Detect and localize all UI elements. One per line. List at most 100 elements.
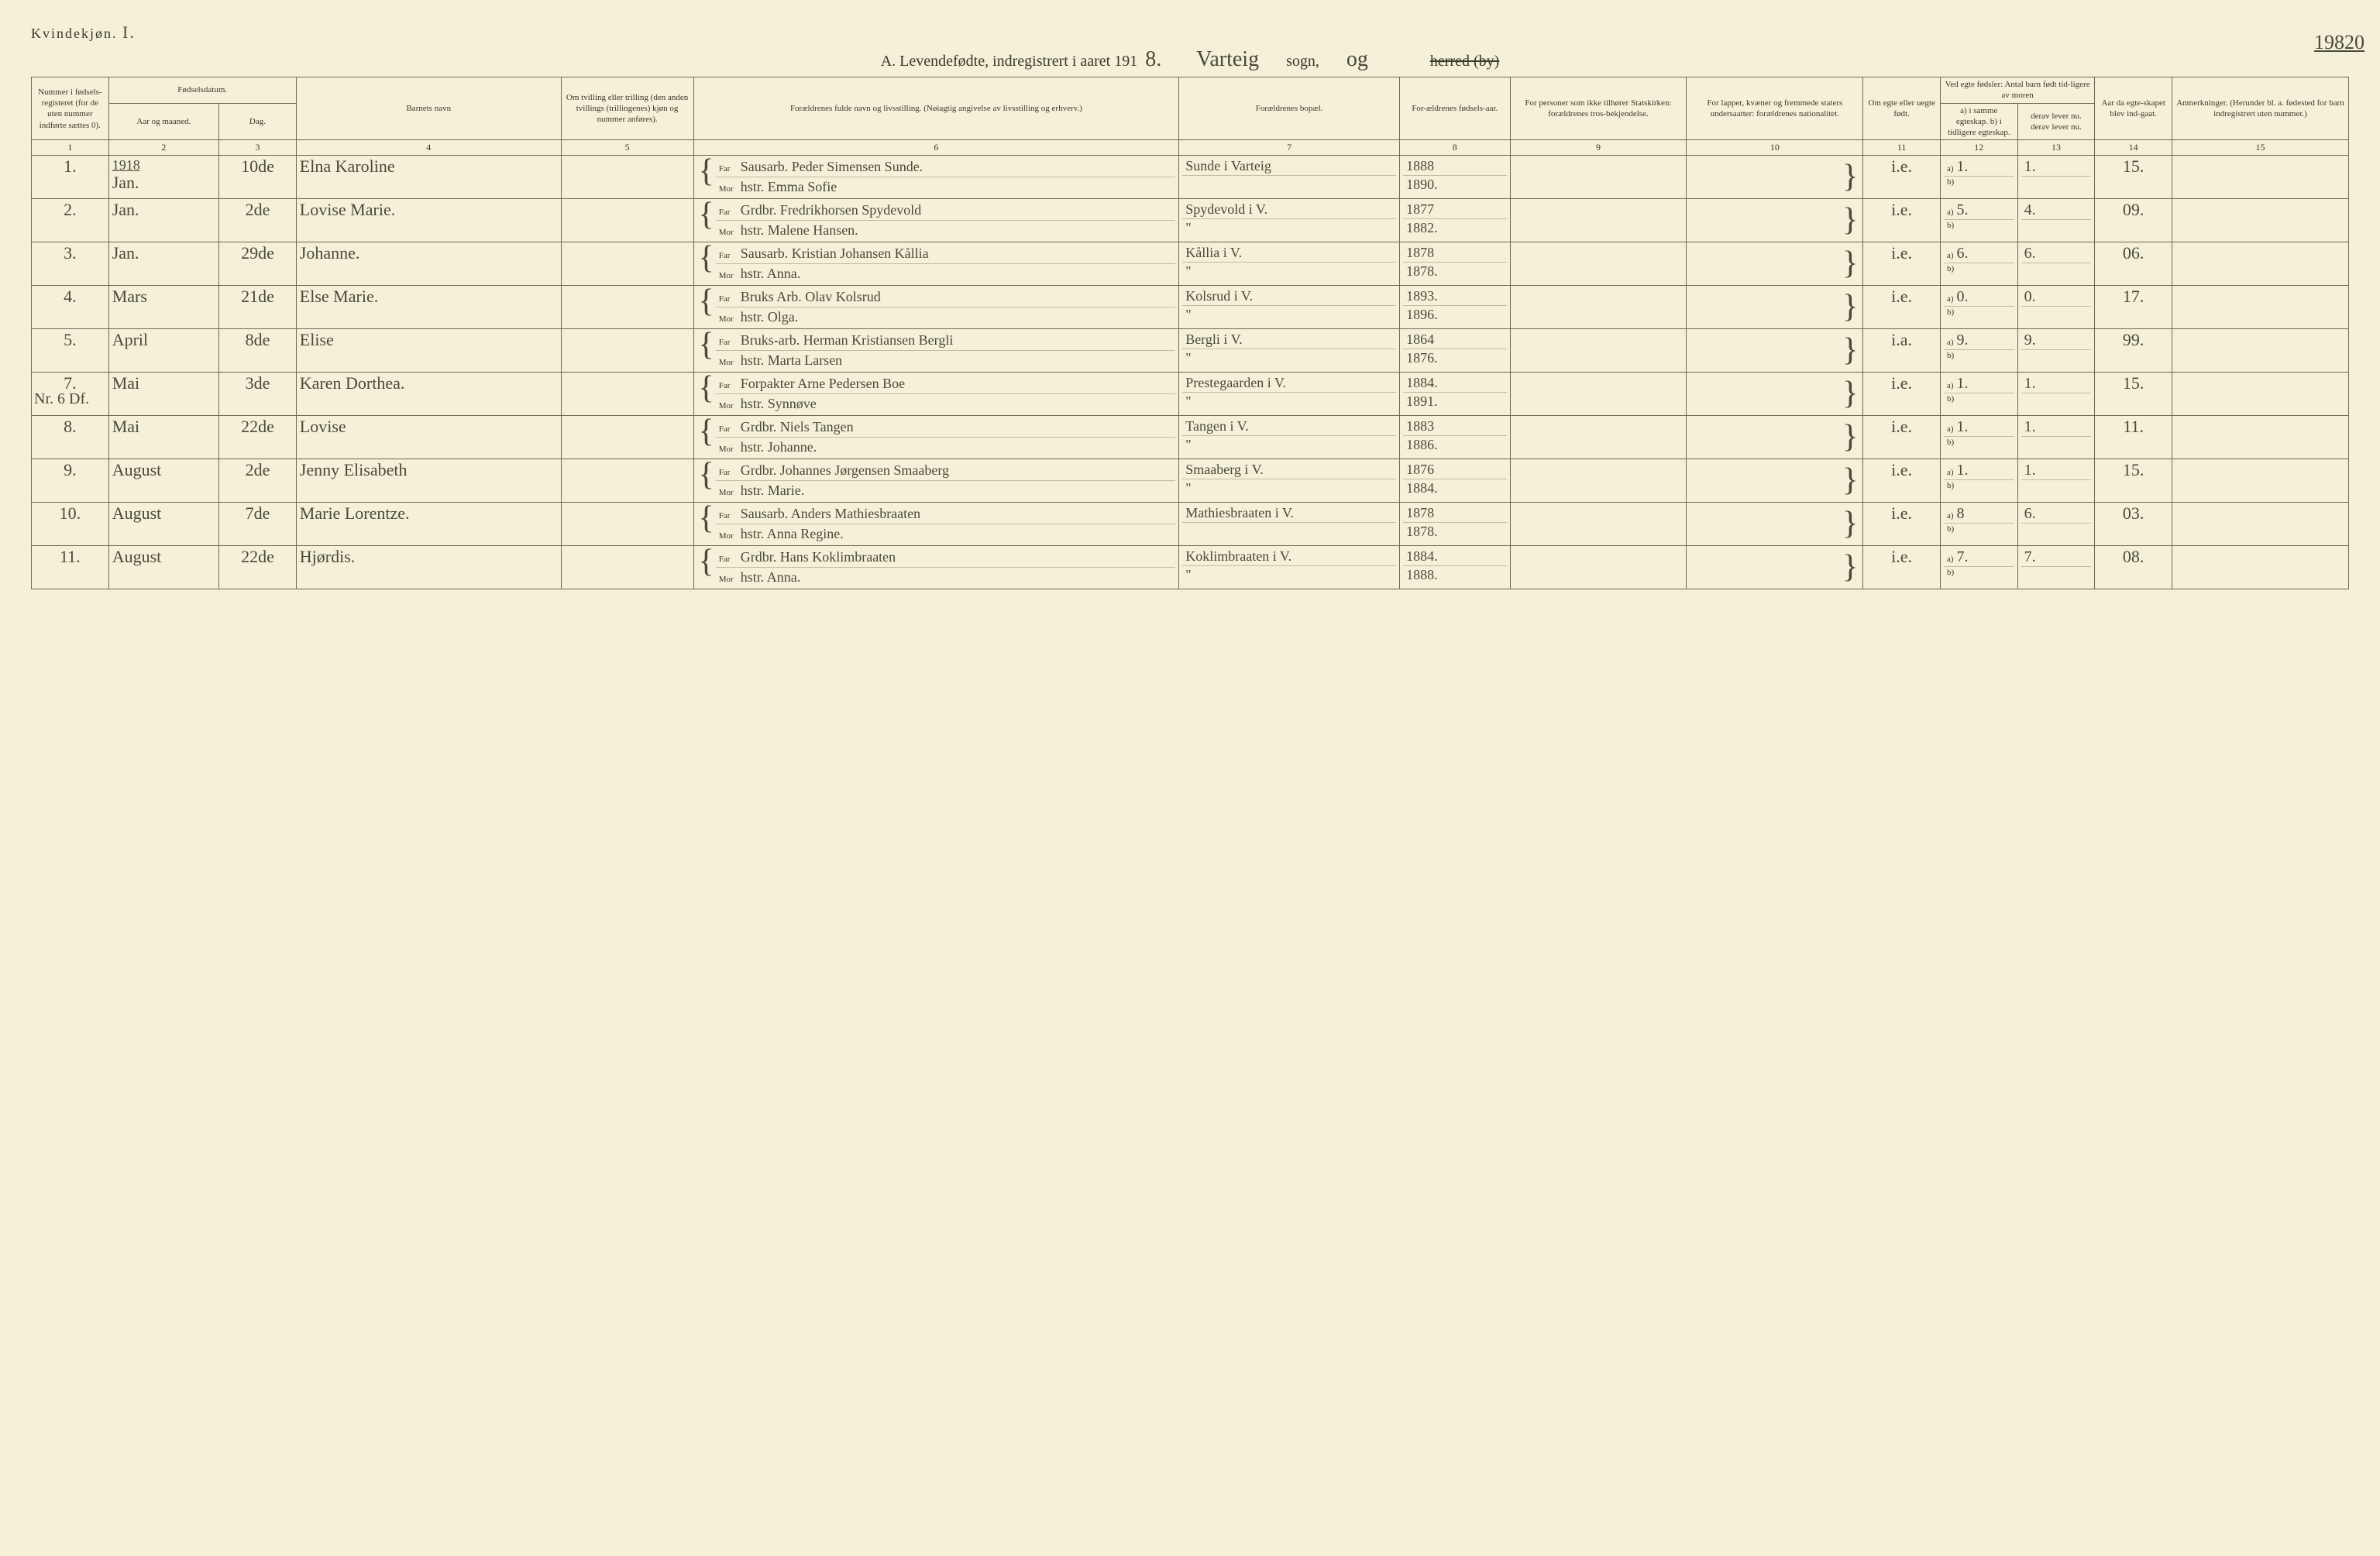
cell-marriage-year: 09. bbox=[2095, 199, 2172, 242]
cell-legitimate: i.e. bbox=[1863, 546, 1941, 589]
title-prefix: A. Levendefødte, indregistrert i aaret 1… bbox=[881, 53, 1138, 70]
cell-residence: Bergli i V. " bbox=[1179, 329, 1400, 373]
cell-nationality: } bbox=[1687, 546, 1863, 589]
mor-label: Mor bbox=[719, 184, 741, 194]
father-name: Grdbr. Fredrikhorsen Spydevold bbox=[741, 202, 921, 218]
hdr-15: Anmerkninger. (Herunder bl. a. fødested … bbox=[2172, 77, 2349, 139]
colnum: 6 bbox=[693, 140, 1179, 156]
brace-icon: } bbox=[1841, 163, 1859, 192]
hdr-4: Barnets navn bbox=[296, 77, 561, 139]
colnum: 3 bbox=[219, 140, 297, 156]
cell-child-name: Jenny Elisabeth bbox=[296, 459, 561, 503]
colnum: 8 bbox=[1400, 140, 1510, 156]
cell-parents: { FarBruks-arb. Herman Kristiansen Bergl… bbox=[693, 329, 1179, 373]
cell-number: 4. bbox=[32, 286, 109, 329]
mother-name: hstr. Malene Hansen. bbox=[741, 222, 858, 239]
cell-religion bbox=[1510, 242, 1687, 286]
table-header: Nummer i fødsels-registeret (for de uten… bbox=[32, 77, 2349, 155]
father-name: Sausarb. Anders Mathiesbraaten bbox=[741, 506, 920, 522]
cell-prev-living: 9. bbox=[2017, 329, 2095, 373]
cell-religion bbox=[1510, 503, 1687, 546]
father-name: Grdbr. Hans Koklimbraaten bbox=[741, 549, 896, 565]
brace-icon: { bbox=[697, 461, 716, 500]
cell-birthyears: 1878 1878. bbox=[1400, 242, 1510, 286]
cell-legitimate: i.a. bbox=[1863, 329, 1941, 373]
far-label: Far bbox=[719, 251, 741, 260]
cell-prev-living: 6. bbox=[2017, 503, 2095, 546]
cell-marriage-year: 17. bbox=[2095, 286, 2172, 329]
cell-twin bbox=[561, 242, 693, 286]
cell-remarks bbox=[2172, 373, 2349, 416]
table-row: 4. Mars 21de Else Marie. { FarBruks Arb.… bbox=[32, 286, 2349, 329]
cell-prev-children: a)1. b) bbox=[1940, 459, 2017, 503]
mother-name: hstr. Anna Regine. bbox=[741, 526, 844, 542]
cell-child-name: Lovise Marie. bbox=[296, 199, 561, 242]
cell-legitimate: i.e. bbox=[1863, 416, 1941, 459]
cell-month: Mai bbox=[108, 416, 218, 459]
brace-icon: { bbox=[697, 374, 716, 414]
mother-name: hstr. Marta Larsen bbox=[741, 352, 842, 369]
cell-religion bbox=[1510, 156, 1687, 199]
cell-day: 8de bbox=[219, 329, 297, 373]
brace-icon: { bbox=[697, 504, 716, 544]
cell-birthyears: 1893. 1896. bbox=[1400, 286, 1510, 329]
brace-icon: } bbox=[1841, 553, 1859, 582]
cell-marriage-year: 15. bbox=[2095, 373, 2172, 416]
cell-child-name: Karen Dorthea. bbox=[296, 373, 561, 416]
cell-day: 22de bbox=[219, 416, 297, 459]
hdr-9: For personer som ikke tilhører Statskirk… bbox=[1510, 77, 1687, 139]
cell-child-name: Elna Karoline bbox=[296, 156, 561, 199]
cell-nationality: } bbox=[1687, 329, 1863, 373]
cell-remarks bbox=[2172, 199, 2349, 242]
cell-remarks bbox=[2172, 546, 2349, 589]
hdr-3: Dag. bbox=[219, 103, 297, 140]
cell-twin bbox=[561, 459, 693, 503]
hdr-1: Nummer i fødsels-registeret (for de uten… bbox=[32, 77, 109, 139]
cell-residence: Smaaberg i V. " bbox=[1179, 459, 1400, 503]
cell-number: 1. bbox=[32, 156, 109, 199]
cell-prev-children: a)9. b) bbox=[1940, 329, 2017, 373]
cell-remarks bbox=[2172, 503, 2349, 546]
cell-residence: Tangen i V. " bbox=[1179, 416, 1400, 459]
table-row: 1. 1918Jan. 10de Elna Karoline { FarSaus… bbox=[32, 156, 2349, 199]
og-hand: og bbox=[1339, 48, 1376, 72]
far-label: Far bbox=[719, 555, 741, 564]
cell-marriage-year: 99. bbox=[2095, 329, 2172, 373]
cell-twin bbox=[561, 546, 693, 589]
margin-note: Nr. 6 Df. bbox=[34, 390, 89, 408]
cell-number: 2. bbox=[32, 199, 109, 242]
herred-word: herred (by) bbox=[1430, 53, 1499, 70]
far-label: Far bbox=[719, 424, 741, 434]
cell-number: 10. bbox=[32, 503, 109, 546]
cell-child-name: Else Marie. bbox=[296, 286, 561, 329]
cell-religion bbox=[1510, 329, 1687, 373]
cell-legitimate: i.e. bbox=[1863, 503, 1941, 546]
colnum: 10 bbox=[1687, 140, 1863, 156]
colnum: 9 bbox=[1510, 140, 1687, 156]
table-row: 8. Mai 22de Lovise { FarGrdbr. Niels Tan… bbox=[32, 416, 2349, 459]
cell-birthyears: 1888 1890. bbox=[1400, 156, 1510, 199]
cell-nationality: } bbox=[1687, 373, 1863, 416]
brace-icon: { bbox=[697, 157, 716, 197]
cell-birthyears: 1877 1882. bbox=[1400, 199, 1510, 242]
brace-icon: } bbox=[1841, 249, 1859, 279]
column-number-row: 1 2 3 4 5 6 7 8 9 10 11 12 13 14 15 bbox=[32, 140, 2349, 156]
far-label: Far bbox=[719, 468, 741, 477]
far-label: Far bbox=[719, 338, 741, 347]
table-row: 9. August 2de Jenny Elisabeth { FarGrdbr… bbox=[32, 459, 2349, 503]
cell-parents: { FarBruks Arb. Olav Kolsrud Morhstr. Ol… bbox=[693, 286, 1179, 329]
cell-day: 22de bbox=[219, 546, 297, 589]
cell-prev-children: a)1. b) bbox=[1940, 156, 2017, 199]
table-row: 2. Jan. 2de Lovise Marie. { FarGrdbr. Fr… bbox=[32, 199, 2349, 242]
cell-legitimate: i.e. bbox=[1863, 459, 1941, 503]
cell-nationality: } bbox=[1687, 156, 1863, 199]
cell-marriage-year: 06. bbox=[2095, 242, 2172, 286]
cell-parents: { FarSausarb. Peder Simensen Sunde. Morh… bbox=[693, 156, 1179, 199]
cell-birthyears: 1884. 1891. bbox=[1400, 373, 1510, 416]
cell-remarks bbox=[2172, 242, 2349, 286]
cell-remarks bbox=[2172, 156, 2349, 199]
hdr-12: a) i samme egteskap. b) i tidligere egte… bbox=[1940, 103, 2017, 140]
cell-day: 2de bbox=[219, 199, 297, 242]
cell-religion bbox=[1510, 373, 1687, 416]
cell-twin bbox=[561, 373, 693, 416]
